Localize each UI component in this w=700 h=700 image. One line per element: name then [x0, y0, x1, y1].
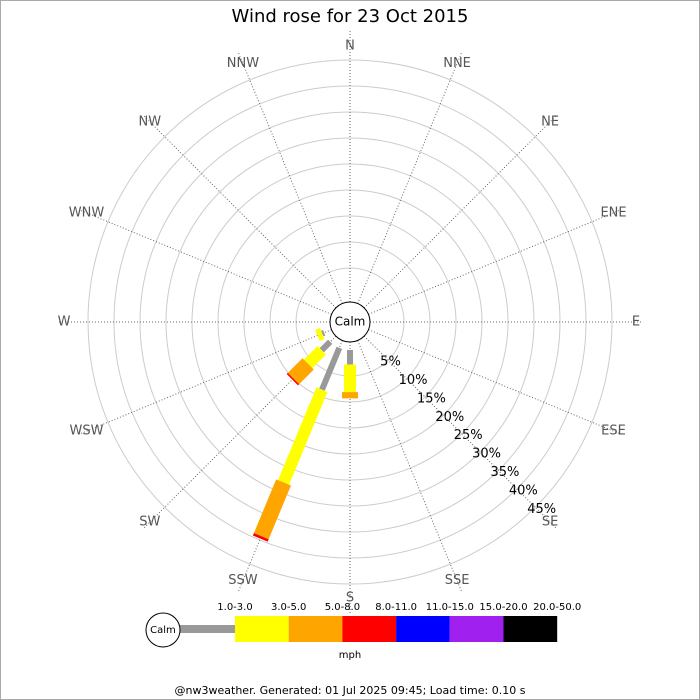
- legend-label: 8.0-11.0: [375, 602, 417, 613]
- ring-label: 25%: [454, 428, 483, 443]
- legend-swatch: [288, 616, 343, 642]
- direction-label: NE: [541, 114, 559, 129]
- ring-label: 20%: [435, 410, 464, 425]
- spoke: [80, 209, 332, 315]
- legend-label: 1.0-3.0: [217, 602, 252, 613]
- legend-label: 20.0-50.0: [533, 602, 581, 613]
- direction-label: SSW: [228, 573, 258, 588]
- direction-label: ESE: [601, 424, 626, 439]
- grid-ring: [87, 59, 613, 585]
- spoke: [80, 329, 332, 435]
- direction-label: WNW: [69, 205, 105, 220]
- bar-segment: [286, 372, 300, 386]
- spoke: [143, 115, 337, 309]
- bar-segment: [303, 346, 326, 369]
- spoke: [363, 115, 557, 309]
- calm-label: Calm: [335, 315, 366, 329]
- legend-swatch: [503, 616, 558, 642]
- grid-ring: [243, 215, 457, 429]
- legend-swatch: [342, 616, 397, 642]
- direction-label: NNW: [227, 56, 259, 71]
- ring-label: 40%: [509, 483, 538, 498]
- ring-label: 45%: [527, 502, 556, 517]
- spoke: [368, 329, 620, 435]
- ring-label: 35%: [490, 465, 519, 480]
- legend-swatch: [235, 616, 289, 642]
- ring-label: 15%: [417, 391, 446, 406]
- spoke: [363, 335, 557, 529]
- bar-segment: [252, 533, 269, 542]
- direction-label: E: [632, 315, 640, 330]
- spoke: [357, 340, 463, 592]
- spoke: [368, 209, 620, 315]
- legend-calm-label: Calm: [150, 625, 176, 636]
- ring-label: 5%: [380, 355, 401, 370]
- direction-label: N: [345, 39, 355, 54]
- direction-label: SE: [542, 515, 558, 530]
- units-label: mph: [339, 650, 361, 661]
- bar-segment: [344, 364, 356, 393]
- bar-segment: [278, 387, 328, 485]
- direction-label: SW: [139, 515, 160, 530]
- legend-swatch: [396, 616, 450, 642]
- bar-segment: [321, 329, 326, 337]
- legend-label: 11.0-15.0: [426, 602, 474, 613]
- calm-circle: [329, 301, 371, 343]
- direction-label: W: [58, 315, 71, 330]
- bar-segment: [315, 327, 325, 342]
- legend-swatch: [180, 625, 235, 633]
- footer: @nw3weather. Generated: 01 Jul 2025 09:4…: [175, 684, 526, 697]
- direction-label: WSW: [69, 424, 103, 439]
- ring-label: 10%: [399, 373, 428, 388]
- bar-segment: [287, 358, 314, 385]
- legend-label: 5.0-8.0: [325, 602, 360, 613]
- ring-label: 30%: [472, 447, 501, 462]
- legend-swatch: [449, 616, 504, 642]
- spoke: [237, 52, 343, 304]
- direction-label: NW: [139, 114, 162, 129]
- legend-label: 15.0-20.0: [479, 602, 527, 613]
- chart-title: Wind rose for 23 Oct 2015: [232, 6, 469, 27]
- bar-segment: [319, 346, 343, 391]
- bar-segment: [319, 339, 333, 353]
- bar-segment: [347, 350, 353, 365]
- direction-label: S: [346, 591, 354, 606]
- direction-label: NNE: [443, 56, 471, 71]
- grid-ring: [165, 137, 535, 507]
- direction-label: SSE: [445, 573, 470, 588]
- bar-segment: [253, 479, 291, 540]
- legend-calm-circle: [145, 612, 181, 648]
- spoke: [357, 52, 463, 304]
- legend-label: 3.0-5.0: [271, 602, 306, 613]
- direction-label: ENE: [600, 205, 626, 220]
- bar-segment: [342, 392, 358, 399]
